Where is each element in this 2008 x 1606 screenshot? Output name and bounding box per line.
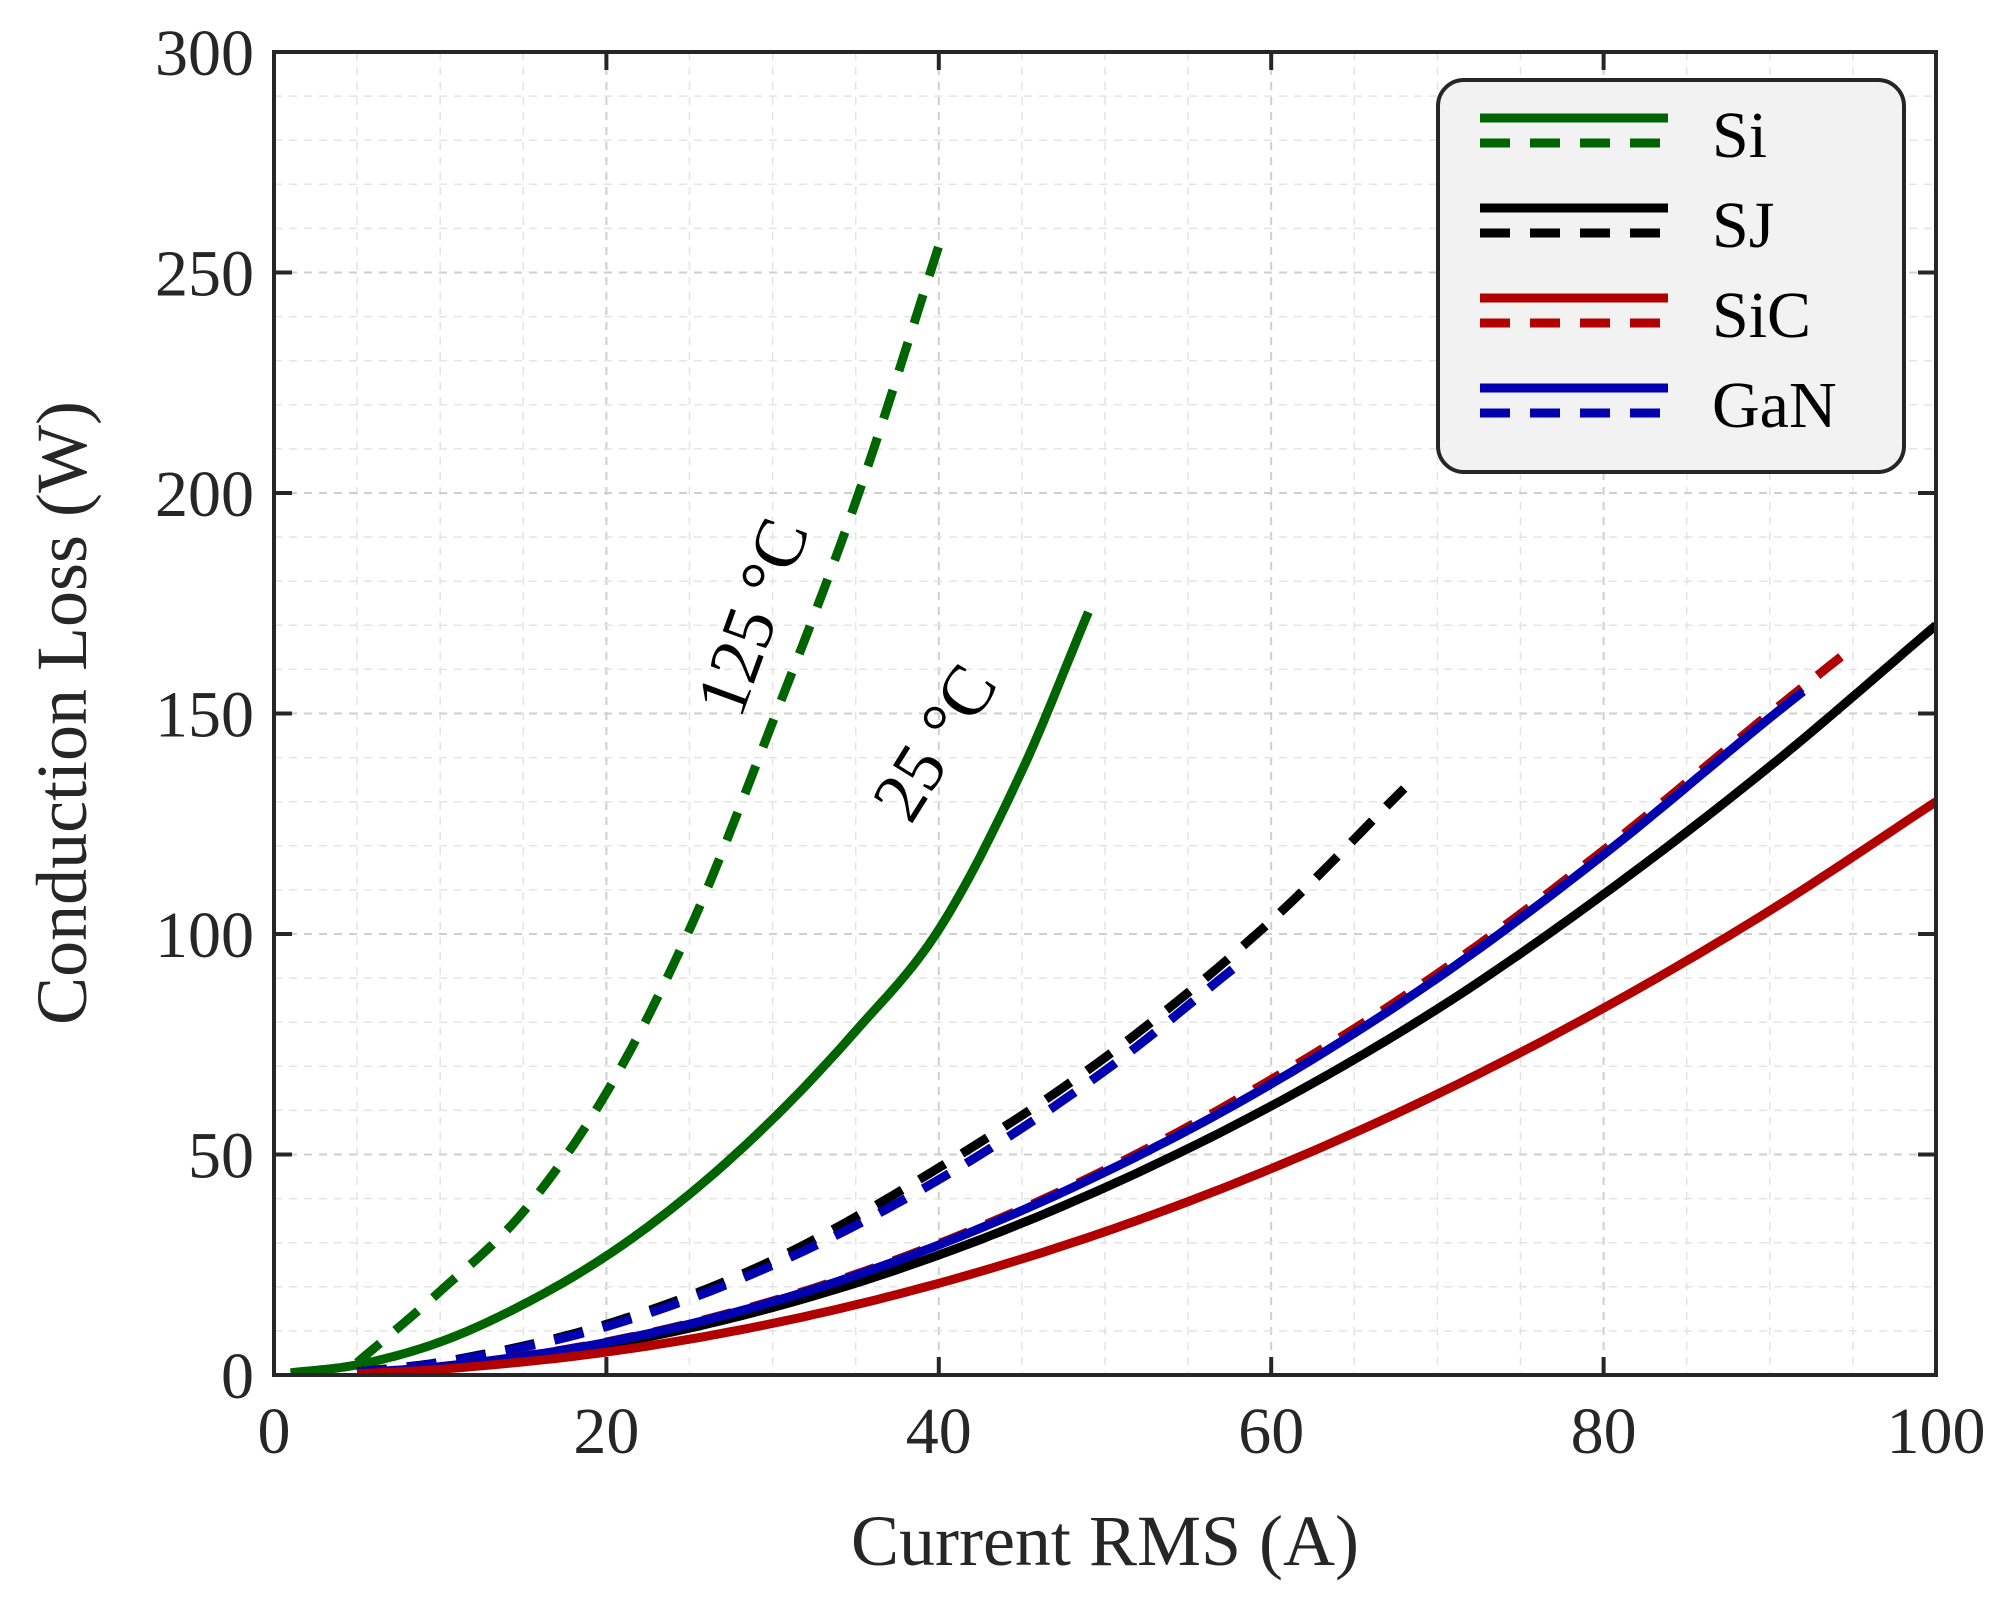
y-tick-label: 200 xyxy=(155,458,254,531)
legend-box xyxy=(1436,78,1906,474)
y-tick-label: 250 xyxy=(155,238,254,311)
series-line-sic-25c xyxy=(356,797,1936,1375)
axis-ticks: 0 20 40 60 80 100 0 50 100 150 200 250 300 xyxy=(155,17,1986,1468)
legend-label-gan: GaN xyxy=(1712,369,1837,442)
legend-label-si: Si xyxy=(1712,99,1767,172)
legend-label-sj: SJ xyxy=(1712,189,1774,262)
x-axis-title: Current RMS (A) xyxy=(851,1501,1359,1581)
x-tick-label: 40 xyxy=(906,1395,972,1468)
y-tick-label: 50 xyxy=(188,1120,254,1193)
y-tick-label: 150 xyxy=(155,679,254,752)
x-tick-label: 80 xyxy=(1571,1395,1637,1468)
series-line-si-125c xyxy=(354,244,944,1367)
x-tick-label: 60 xyxy=(1238,1395,1304,1468)
legend-label-sic: SiC xyxy=(1712,279,1811,352)
series-group xyxy=(290,244,1936,1375)
series-line-si-25c xyxy=(290,610,1093,1375)
y-tick-label: 300 xyxy=(155,17,254,90)
legend: Si SJ SiC GaN xyxy=(1436,78,1906,474)
x-tick-label: 0 xyxy=(258,1395,291,1468)
legend-swatches xyxy=(1480,113,1668,418)
series-line-gan-25c xyxy=(356,687,1806,1375)
series-line-gan-125c xyxy=(356,961,1241,1375)
y-tick-label: 100 xyxy=(155,899,254,972)
y-axis-title: Conduction Loss (W) xyxy=(22,401,102,1025)
y-tick-label: 0 xyxy=(221,1340,254,1413)
x-tick-label: 100 xyxy=(1887,1395,1986,1468)
x-tick-label: 20 xyxy=(573,1395,639,1468)
